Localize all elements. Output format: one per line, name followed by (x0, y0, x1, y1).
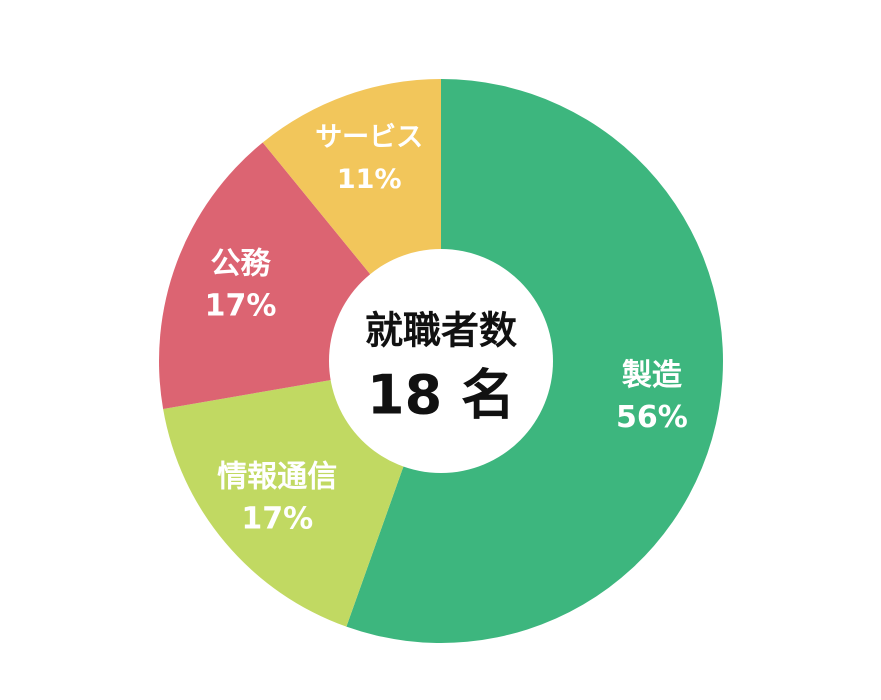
slice-name-label: 情報通信 (217, 459, 337, 494)
slice-name-label: 製造 (622, 358, 682, 393)
center-title: 就職者数 (365, 309, 517, 353)
slice-percent-label: 17% (205, 289, 277, 324)
slice-percent-label: 17% (241, 501, 313, 536)
center-value: 18 名 (367, 364, 515, 427)
slice-name-label: サービス (315, 122, 423, 153)
slice-labels-group: 製造 56% 情報通信 17% 公務 17% サービス 11% (205, 122, 688, 536)
slice-percent-label: 56% (616, 400, 688, 435)
slice-name-label: 公務 (211, 247, 272, 282)
center-hole (329, 249, 553, 473)
slice-percent-label: 11% (337, 164, 402, 195)
